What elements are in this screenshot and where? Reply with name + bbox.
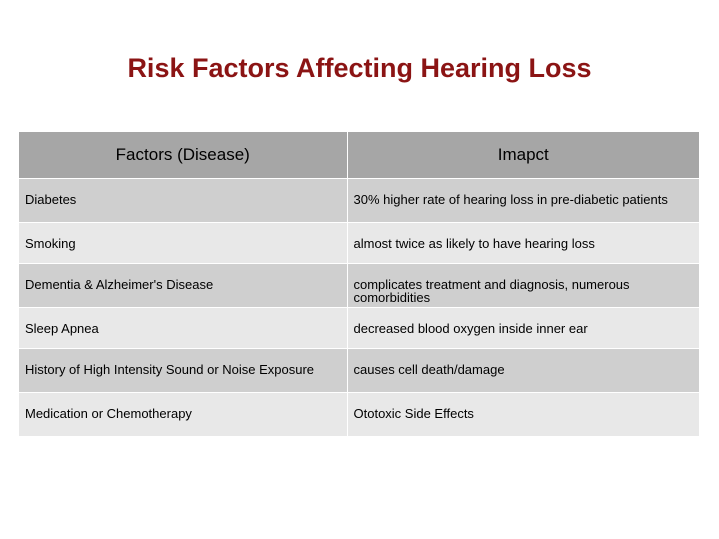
table-row: History of High Intensity Sound or Noise… bbox=[19, 348, 699, 393]
factor-cell: Dementia & Alzheimer's Disease bbox=[19, 263, 348, 308]
factor-cell: History of High Intensity Sound or Noise… bbox=[19, 348, 348, 393]
factor-cell: Medication or Chemotherapy bbox=[19, 392, 348, 437]
impact-cell: Ototoxic Side Effects bbox=[347, 392, 699, 437]
table-row: Dementia & Alzheimer's Disease complicat… bbox=[19, 263, 699, 308]
table-row: Medication or Chemotherapy Ototoxic Side… bbox=[19, 392, 699, 437]
factor-cell: Sleep Apnea bbox=[19, 307, 348, 349]
column-header-impact: Imapct bbox=[347, 132, 699, 179]
column-header-factors: Factors (Disease) bbox=[19, 132, 348, 179]
factor-cell: Diabetes bbox=[19, 178, 348, 223]
factor-cell: Smoking bbox=[19, 222, 348, 264]
impact-cell: complicates treatment and diagnosis, num… bbox=[347, 263, 699, 308]
risk-factors-table: Factors (Disease) Imapct Diabetes 30% hi… bbox=[19, 132, 699, 437]
impact-cell: causes cell death/damage bbox=[347, 348, 699, 393]
page-title: Risk Factors Affecting Hearing Loss bbox=[127, 53, 592, 83]
table-header-row: Factors (Disease) Imapct bbox=[19, 132, 699, 179]
impact-cell: almost twice as likely to have hearing l… bbox=[347, 222, 699, 264]
impact-cell: decreased blood oxygen inside inner ear bbox=[347, 307, 699, 349]
table-row: Smoking almost twice as likely to have h… bbox=[19, 222, 699, 264]
impact-cell: 30% higher rate of hearing loss in pre-d… bbox=[347, 178, 699, 223]
table-row: Diabetes 30% higher rate of hearing loss… bbox=[19, 178, 699, 223]
table-row: Sleep Apnea decreased blood oxygen insid… bbox=[19, 307, 699, 349]
risk-factors-table-container: Factors (Disease) Imapct Diabetes 30% hi… bbox=[19, 132, 699, 437]
